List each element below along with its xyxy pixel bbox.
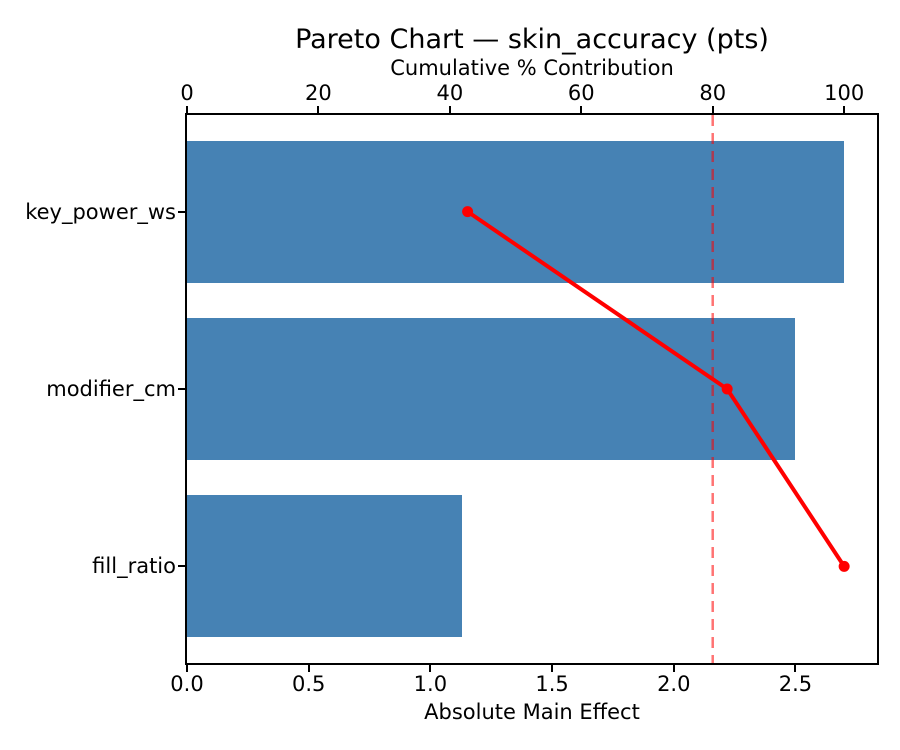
bottom-axis-label: Absolute Main Effect xyxy=(424,700,640,724)
left-tick-mark xyxy=(178,388,186,390)
category-label-modifier_cm: modifier_cm xyxy=(46,377,176,401)
top-tick-label: 80 xyxy=(699,81,727,105)
bar-modifier_cm xyxy=(187,318,796,460)
bar-fill_ratio xyxy=(187,495,463,638)
top-tick-label: 40 xyxy=(436,81,464,105)
bottom-tick-mark xyxy=(186,664,188,672)
bottom-tick-label: 1.5 xyxy=(535,672,569,696)
top-tick-mark xyxy=(448,106,451,114)
bottom-tick-mark xyxy=(307,664,310,672)
bar-key_power_ws xyxy=(187,140,845,283)
top-tick-mark xyxy=(843,106,846,114)
bottom-tick-label: 1.0 xyxy=(413,672,448,696)
bottom-tick-mark xyxy=(672,664,675,672)
left-tick-mark xyxy=(178,210,186,213)
top-tick-label: 60 xyxy=(567,81,595,105)
category-label-key_power_ws: key_power_ws xyxy=(25,199,176,224)
top-tick-label: 20 xyxy=(305,81,332,105)
top-tick-label: 100 xyxy=(824,81,865,105)
chart-title: Pareto Chart — skin_accuracy (pts) xyxy=(295,24,769,55)
bottom-tick-mark xyxy=(429,664,432,672)
bottom-tick-mark xyxy=(794,664,797,672)
top-tick-mark xyxy=(186,106,188,114)
bottom-tick-label: 2.5 xyxy=(778,672,813,696)
bottom-tick-mark xyxy=(551,664,554,672)
top-tick-label: 0 xyxy=(180,81,194,105)
bottom-tick-label: 2.0 xyxy=(657,672,691,696)
bottom-tick-label: 0.0 xyxy=(170,672,204,696)
top-axis-label: Cumulative % Contribution xyxy=(390,56,674,80)
top-tick-mark xyxy=(580,106,583,114)
left-tick-mark xyxy=(178,565,186,568)
top-tick-mark xyxy=(711,106,714,114)
category-label-fill_ratio: fill_ratio xyxy=(92,554,176,579)
bottom-tick-label: 0.5 xyxy=(291,672,326,696)
top-tick-mark xyxy=(317,106,320,114)
